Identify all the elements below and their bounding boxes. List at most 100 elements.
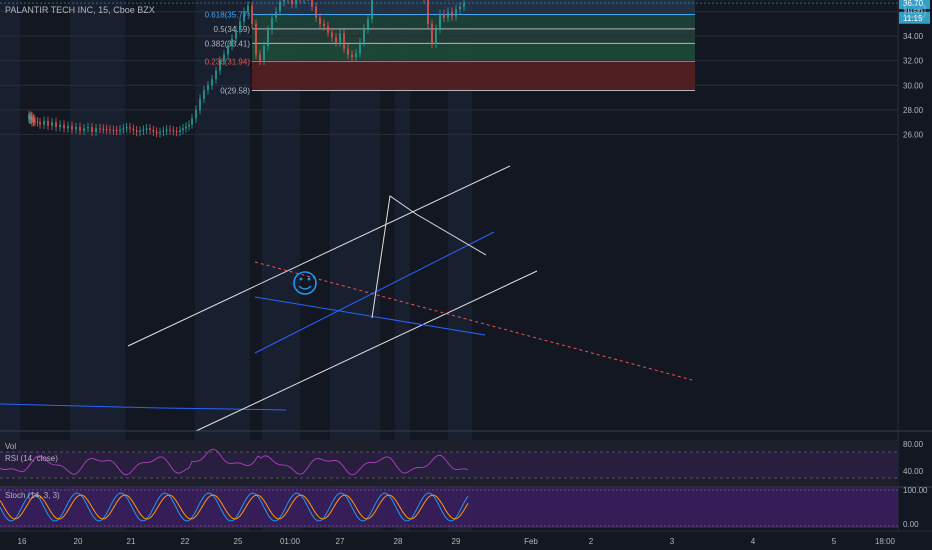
candle-body [235, 30, 237, 39]
fib-zone-0382 [252, 43, 695, 62]
candle-body [105, 129, 108, 131]
candle-body [51, 122, 53, 126]
price-tag [899, 11, 930, 24]
candle-body [47, 120, 49, 126]
stoch-tick-0: 0.00 [903, 520, 919, 529]
x-tick-label: 21 [127, 537, 136, 546]
candle-body [223, 54, 225, 61]
candle-body [155, 131, 158, 134]
candle-body [431, 23, 433, 44]
candle-body [275, 11, 277, 18]
symbol-title: PALANTIR TECH INC, 15, Cboe BZX [5, 5, 155, 15]
candle-body [172, 130, 175, 132]
rsi-line [0, 448, 469, 476]
candle-body [83, 128, 85, 131]
smiley-face [293, 271, 317, 295]
candle-body [31, 116, 33, 123]
candle-body [451, 11, 453, 17]
candle-body [129, 127, 131, 129]
candle-body [359, 42, 361, 54]
candle-body [63, 124, 65, 129]
candle-body [343, 33, 345, 49]
candle-body [439, 14, 441, 29]
candle-body [112, 129, 115, 131]
candle-body [122, 128, 125, 130]
candle-body [99, 128, 101, 130]
candle-body [165, 129, 168, 131]
candle-body [311, 0, 313, 7]
price-axis [898, 0, 932, 550]
dashed-trend-line [254, 261, 693, 381]
candle-body [159, 131, 161, 134]
fib-label-0.618: 0.618(35.77) [205, 10, 251, 19]
candle-body [459, 6, 461, 10]
candle-body [34, 120, 36, 122]
candle-body [95, 128, 97, 132]
candle-body [43, 120, 45, 125]
candle-body [36, 121, 39, 123]
candle-body [239, 21, 241, 31]
candle-body [139, 130, 141, 132]
channel-mid-line [254, 231, 495, 354]
x-tick-label: 4 [751, 537, 756, 546]
candle-body [247, 5, 249, 12]
currency-badge [904, 4, 926, 18]
candle-body [267, 30, 269, 47]
candle-body [455, 9, 457, 17]
candle-body [347, 48, 349, 55]
candle-body [283, 0, 285, 2]
candle-body [145, 128, 148, 130]
x-tick-label: Feb [524, 537, 538, 546]
vol-label: Vol [5, 442, 16, 451]
candle-body [142, 129, 145, 131]
smiley-eye [299, 277, 303, 281]
fib-label-0.382: 0.382(33.41) [205, 39, 251, 48]
pattern-line [371, 195, 487, 319]
candle-body [152, 129, 155, 132]
candle-body [30, 116, 32, 120]
candle-body [331, 32, 333, 38]
candle-body [67, 125, 69, 129]
channel-mid-line-2 [254, 296, 486, 336]
candle-body [91, 127, 93, 132]
candle-body [259, 54, 261, 61]
candle-body [203, 90, 205, 99]
rsi-tick-40: 40.00 [903, 467, 924, 476]
candle-body [75, 127, 77, 130]
candle-body [59, 124, 61, 128]
candle-body [102, 128, 105, 130]
x-tick-label: 16 [18, 537, 27, 546]
x-tick-label: 3 [670, 537, 675, 546]
fib-label-0.5: 0.5(34.59) [214, 25, 251, 34]
candle-body [251, 5, 253, 24]
candle-body [207, 85, 209, 91]
candle-body [211, 79, 213, 86]
candle-body [371, 0, 373, 19]
fib-label-0: 0(29.58) [220, 86, 250, 95]
stoch-band [0, 488, 898, 528]
candle-body [323, 23, 325, 27]
time-axis [0, 531, 932, 550]
candle-body [179, 130, 181, 132]
candle-body [263, 46, 265, 61]
candle-body [87, 127, 89, 129]
x-tick-label: 29 [452, 537, 461, 546]
smiley-eye [307, 277, 311, 281]
candle-body [109, 129, 111, 131]
candle-body [363, 28, 365, 43]
x-tick-label: 22 [181, 537, 190, 546]
stoch-tick-100: 100.00 [903, 486, 928, 495]
channel-upper-line [127, 165, 511, 347]
candle-body [182, 128, 184, 131]
candle-body [185, 126, 187, 129]
x-tick-label: 27 [336, 537, 345, 546]
x-tick-label: 01:00 [280, 537, 301, 546]
candle-body [39, 122, 41, 125]
stoch-label: Stoch (14, 3, 3) [5, 491, 60, 500]
x-tick-label: 25 [234, 537, 243, 546]
candle-body [219, 60, 221, 71]
candle-body [367, 18, 369, 29]
candle-body [28, 117, 30, 119]
